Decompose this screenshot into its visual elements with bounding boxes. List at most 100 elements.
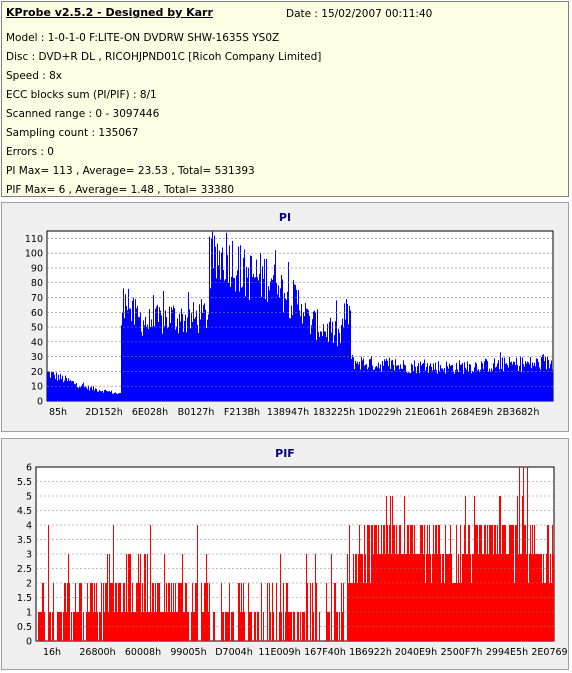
data-bar [261,296,262,401]
data-bar [445,373,446,401]
data-bar [86,387,87,401]
data-bar [526,363,527,401]
data-bar [92,389,93,401]
data-bar [412,364,413,401]
data-bar [226,612,227,641]
data-bar [52,372,53,401]
data-bar [463,554,464,641]
data-bar [527,467,528,641]
data-bar [126,306,127,401]
data-bar [435,525,436,641]
data-bar [77,386,78,401]
data-bar [370,583,371,641]
data-bar [331,554,332,641]
data-bar [181,308,182,401]
data-bar [167,328,168,401]
data-bar [156,306,157,401]
data-bar [286,583,287,641]
data-bar [117,393,118,401]
data-bar [430,554,431,641]
data-bar [235,291,236,401]
data-bar [161,315,162,401]
x-tick-label: 2040E9h [395,647,437,658]
data-bar [330,317,331,401]
data-bar [154,612,155,641]
data-bar [520,356,521,401]
data-bar [69,381,70,401]
pif-chart-title: PIF [275,447,295,460]
data-bar [492,370,493,401]
data-bar [460,364,461,401]
data-bar [316,340,317,401]
data-bar [545,356,546,401]
data-bar [392,359,393,401]
data-bar [290,612,291,641]
data-bar [486,359,487,401]
data-bar [399,369,400,401]
data-bar [510,525,511,641]
data-bar [485,358,486,401]
data-bar [85,386,86,401]
data-bar [263,612,264,641]
data-bar [119,393,120,401]
data-bar [114,612,115,641]
data-bar [398,364,399,401]
data-bar [147,554,148,641]
data-bar [375,366,376,401]
data-bar [391,554,392,641]
data-bar [171,307,172,401]
data-bar [87,389,88,401]
data-bar [95,388,96,401]
data-bar [341,324,342,401]
data-bar [539,367,540,401]
data-bar [481,361,482,401]
data-bar [213,267,214,401]
x-tick-label: B0127h [178,407,215,418]
data-bar [142,335,143,401]
data-bar [507,364,508,401]
data-bar [309,315,310,401]
x-tick-label: 1D0229h [358,407,402,418]
data-bar [433,363,434,401]
data-bar [523,364,524,401]
data-bar [291,305,292,401]
data-bar [227,254,228,401]
data-bar [461,364,462,401]
data-bar [514,361,515,401]
data-bar [270,612,271,641]
data-bar [222,612,223,641]
data-bar [413,371,414,401]
data-bar [504,357,505,401]
data-bar [254,277,255,401]
data-bar [531,368,532,401]
data-bar [187,317,188,401]
data-bar [527,361,528,401]
y-tick-label: 5 [26,492,32,503]
data-bar [454,373,455,401]
data-bar [371,525,372,641]
data-bar [471,583,472,641]
data-bar [165,310,166,401]
data-bar [89,390,90,401]
data-bar [324,331,325,401]
data-bar [125,294,126,401]
data-bar [54,374,55,401]
data-bar [183,612,184,641]
data-bar [252,276,253,401]
data-bar [201,299,202,401]
data-bar [447,554,448,641]
data-bar [494,358,495,401]
data-bar [110,392,111,401]
data-bar [134,612,135,641]
data-bar [302,323,303,401]
data-bar [530,357,531,401]
data-bar [422,363,423,401]
data-bar [522,357,523,401]
data-bar [526,554,527,641]
data-bar [529,364,530,401]
data-bar [552,369,553,401]
data-bar [327,612,328,641]
data-bar [155,583,156,641]
data-bar [191,313,192,401]
data-bar [162,333,163,401]
